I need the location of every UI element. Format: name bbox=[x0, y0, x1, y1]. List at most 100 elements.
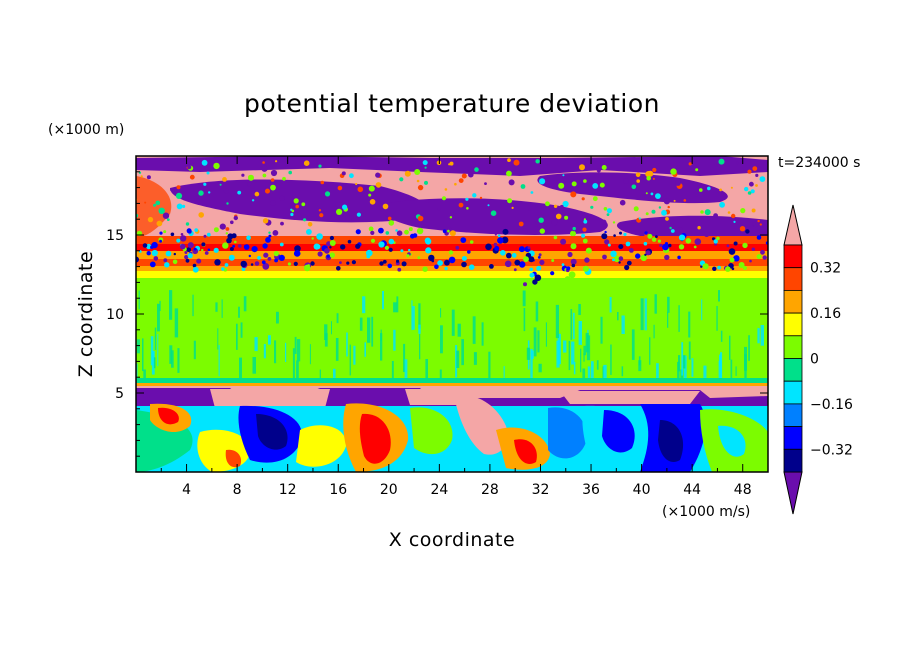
bl-lightblue-1 bbox=[548, 407, 587, 459]
upper-fleck bbox=[375, 182, 382, 188]
x-tick-label: 4 bbox=[182, 482, 191, 498]
inversion-fleck bbox=[733, 255, 740, 262]
mid-streak bbox=[239, 357, 242, 383]
inversion-fleck bbox=[324, 248, 330, 254]
mid-streak bbox=[364, 342, 366, 357]
colorbar-swatch bbox=[783, 267, 803, 291]
upper-fleck bbox=[699, 188, 703, 192]
inversion-fleck bbox=[287, 262, 291, 266]
inversion-fleck bbox=[246, 235, 251, 241]
upper-fleck bbox=[759, 223, 762, 226]
mid-streak bbox=[425, 359, 428, 384]
inversion-fleck bbox=[500, 250, 506, 256]
colorbar-label: 0.16 bbox=[810, 306, 841, 322]
upper-fleck bbox=[559, 204, 564, 209]
heatmap-field bbox=[136, 156, 768, 472]
inversion-fleck bbox=[243, 244, 250, 250]
colorbar-label: 0.32 bbox=[810, 261, 841, 277]
inversion-fleck bbox=[262, 263, 270, 270]
mid-streak bbox=[578, 304, 581, 315]
upper-fleck bbox=[623, 178, 629, 184]
upper-fleck bbox=[479, 196, 483, 200]
colorbar-label: −0.32 bbox=[810, 442, 853, 458]
mid-streak bbox=[411, 300, 413, 331]
mid-lower-teal bbox=[136, 378, 768, 384]
upper-fleck bbox=[740, 208, 746, 214]
mid-streak bbox=[488, 351, 491, 385]
inversion-fleck bbox=[703, 231, 710, 237]
inversion-fleck bbox=[203, 234, 207, 238]
mid-streak bbox=[583, 353, 585, 362]
upper-fleck bbox=[301, 202, 306, 207]
upper-fleck bbox=[583, 219, 588, 224]
upper-fleck bbox=[458, 202, 464, 208]
upper-fleck bbox=[155, 200, 161, 206]
mid-streak bbox=[157, 303, 160, 332]
inversion-fleck bbox=[240, 260, 247, 268]
upper-fleck bbox=[237, 190, 242, 195]
mid-streak bbox=[319, 369, 321, 379]
inversion-fleck bbox=[434, 264, 439, 270]
upper-fleck bbox=[583, 179, 587, 183]
inversion-fleck bbox=[469, 240, 474, 244]
upper-fleck bbox=[638, 217, 641, 220]
upper-fleck bbox=[700, 210, 704, 214]
mid-streak bbox=[667, 311, 669, 328]
x-tick-label: 40 bbox=[633, 482, 651, 498]
upper-fleck bbox=[368, 193, 372, 197]
upper-fleck bbox=[324, 191, 331, 197]
mid-streak bbox=[570, 309, 573, 340]
inversion-fleck bbox=[387, 263, 393, 269]
mid-streak bbox=[177, 348, 180, 373]
upper-fleck bbox=[158, 207, 165, 214]
inversion-fleck bbox=[538, 266, 541, 269]
upper-fleck bbox=[697, 226, 701, 230]
inversion-fleck bbox=[619, 231, 622, 235]
upper-fleck bbox=[187, 165, 192, 170]
inversion-fleck bbox=[164, 262, 170, 268]
mid-streak bbox=[688, 341, 691, 360]
mid-streak bbox=[362, 296, 366, 314]
inversion-fleck bbox=[204, 251, 209, 255]
mid-streak bbox=[346, 332, 348, 357]
upper-fleck bbox=[606, 208, 613, 214]
upper-fleck bbox=[175, 192, 183, 199]
inversion-fleck bbox=[248, 254, 251, 258]
inversion-fleck bbox=[431, 259, 435, 263]
mid-streak bbox=[587, 366, 591, 389]
inversion-fleck bbox=[644, 231, 648, 235]
mid-streak bbox=[667, 296, 670, 313]
inversion-fleck bbox=[468, 264, 475, 271]
upper-fleck bbox=[645, 212, 649, 216]
mid-streak bbox=[557, 333, 561, 365]
inversion-fleck bbox=[346, 261, 350, 265]
inversion-fleck bbox=[527, 246, 531, 250]
mid-streak bbox=[292, 348, 295, 380]
x-tick-label: 48 bbox=[734, 482, 752, 498]
bl-red-2 bbox=[359, 413, 391, 464]
upper-fleck bbox=[417, 163, 423, 168]
mid-streak bbox=[412, 306, 415, 330]
upper-fleck bbox=[551, 219, 558, 226]
inversion-fleck bbox=[529, 267, 533, 272]
mid-streak bbox=[193, 340, 196, 360]
inversion-fleck bbox=[326, 254, 330, 258]
upper-fleck bbox=[279, 195, 285, 201]
upper-fleck bbox=[254, 191, 260, 197]
upper-fleck bbox=[198, 212, 204, 218]
inversion-fleck bbox=[523, 282, 527, 287]
inversion-fleck bbox=[702, 263, 709, 270]
inversion-fleck bbox=[382, 259, 387, 264]
inversion-fleck bbox=[726, 244, 730, 248]
upper-fleck bbox=[719, 188, 722, 192]
mid-streak bbox=[720, 330, 723, 342]
mid-streak bbox=[353, 345, 356, 365]
upper-fleck bbox=[233, 215, 238, 221]
upper-fleck bbox=[449, 161, 454, 166]
mid-streak bbox=[568, 340, 571, 371]
upper-fleck bbox=[213, 162, 220, 170]
upper-fleck bbox=[449, 216, 453, 219]
upper-fleck bbox=[579, 164, 585, 171]
upper-fleck bbox=[592, 196, 598, 202]
inversion-fleck bbox=[712, 237, 716, 241]
